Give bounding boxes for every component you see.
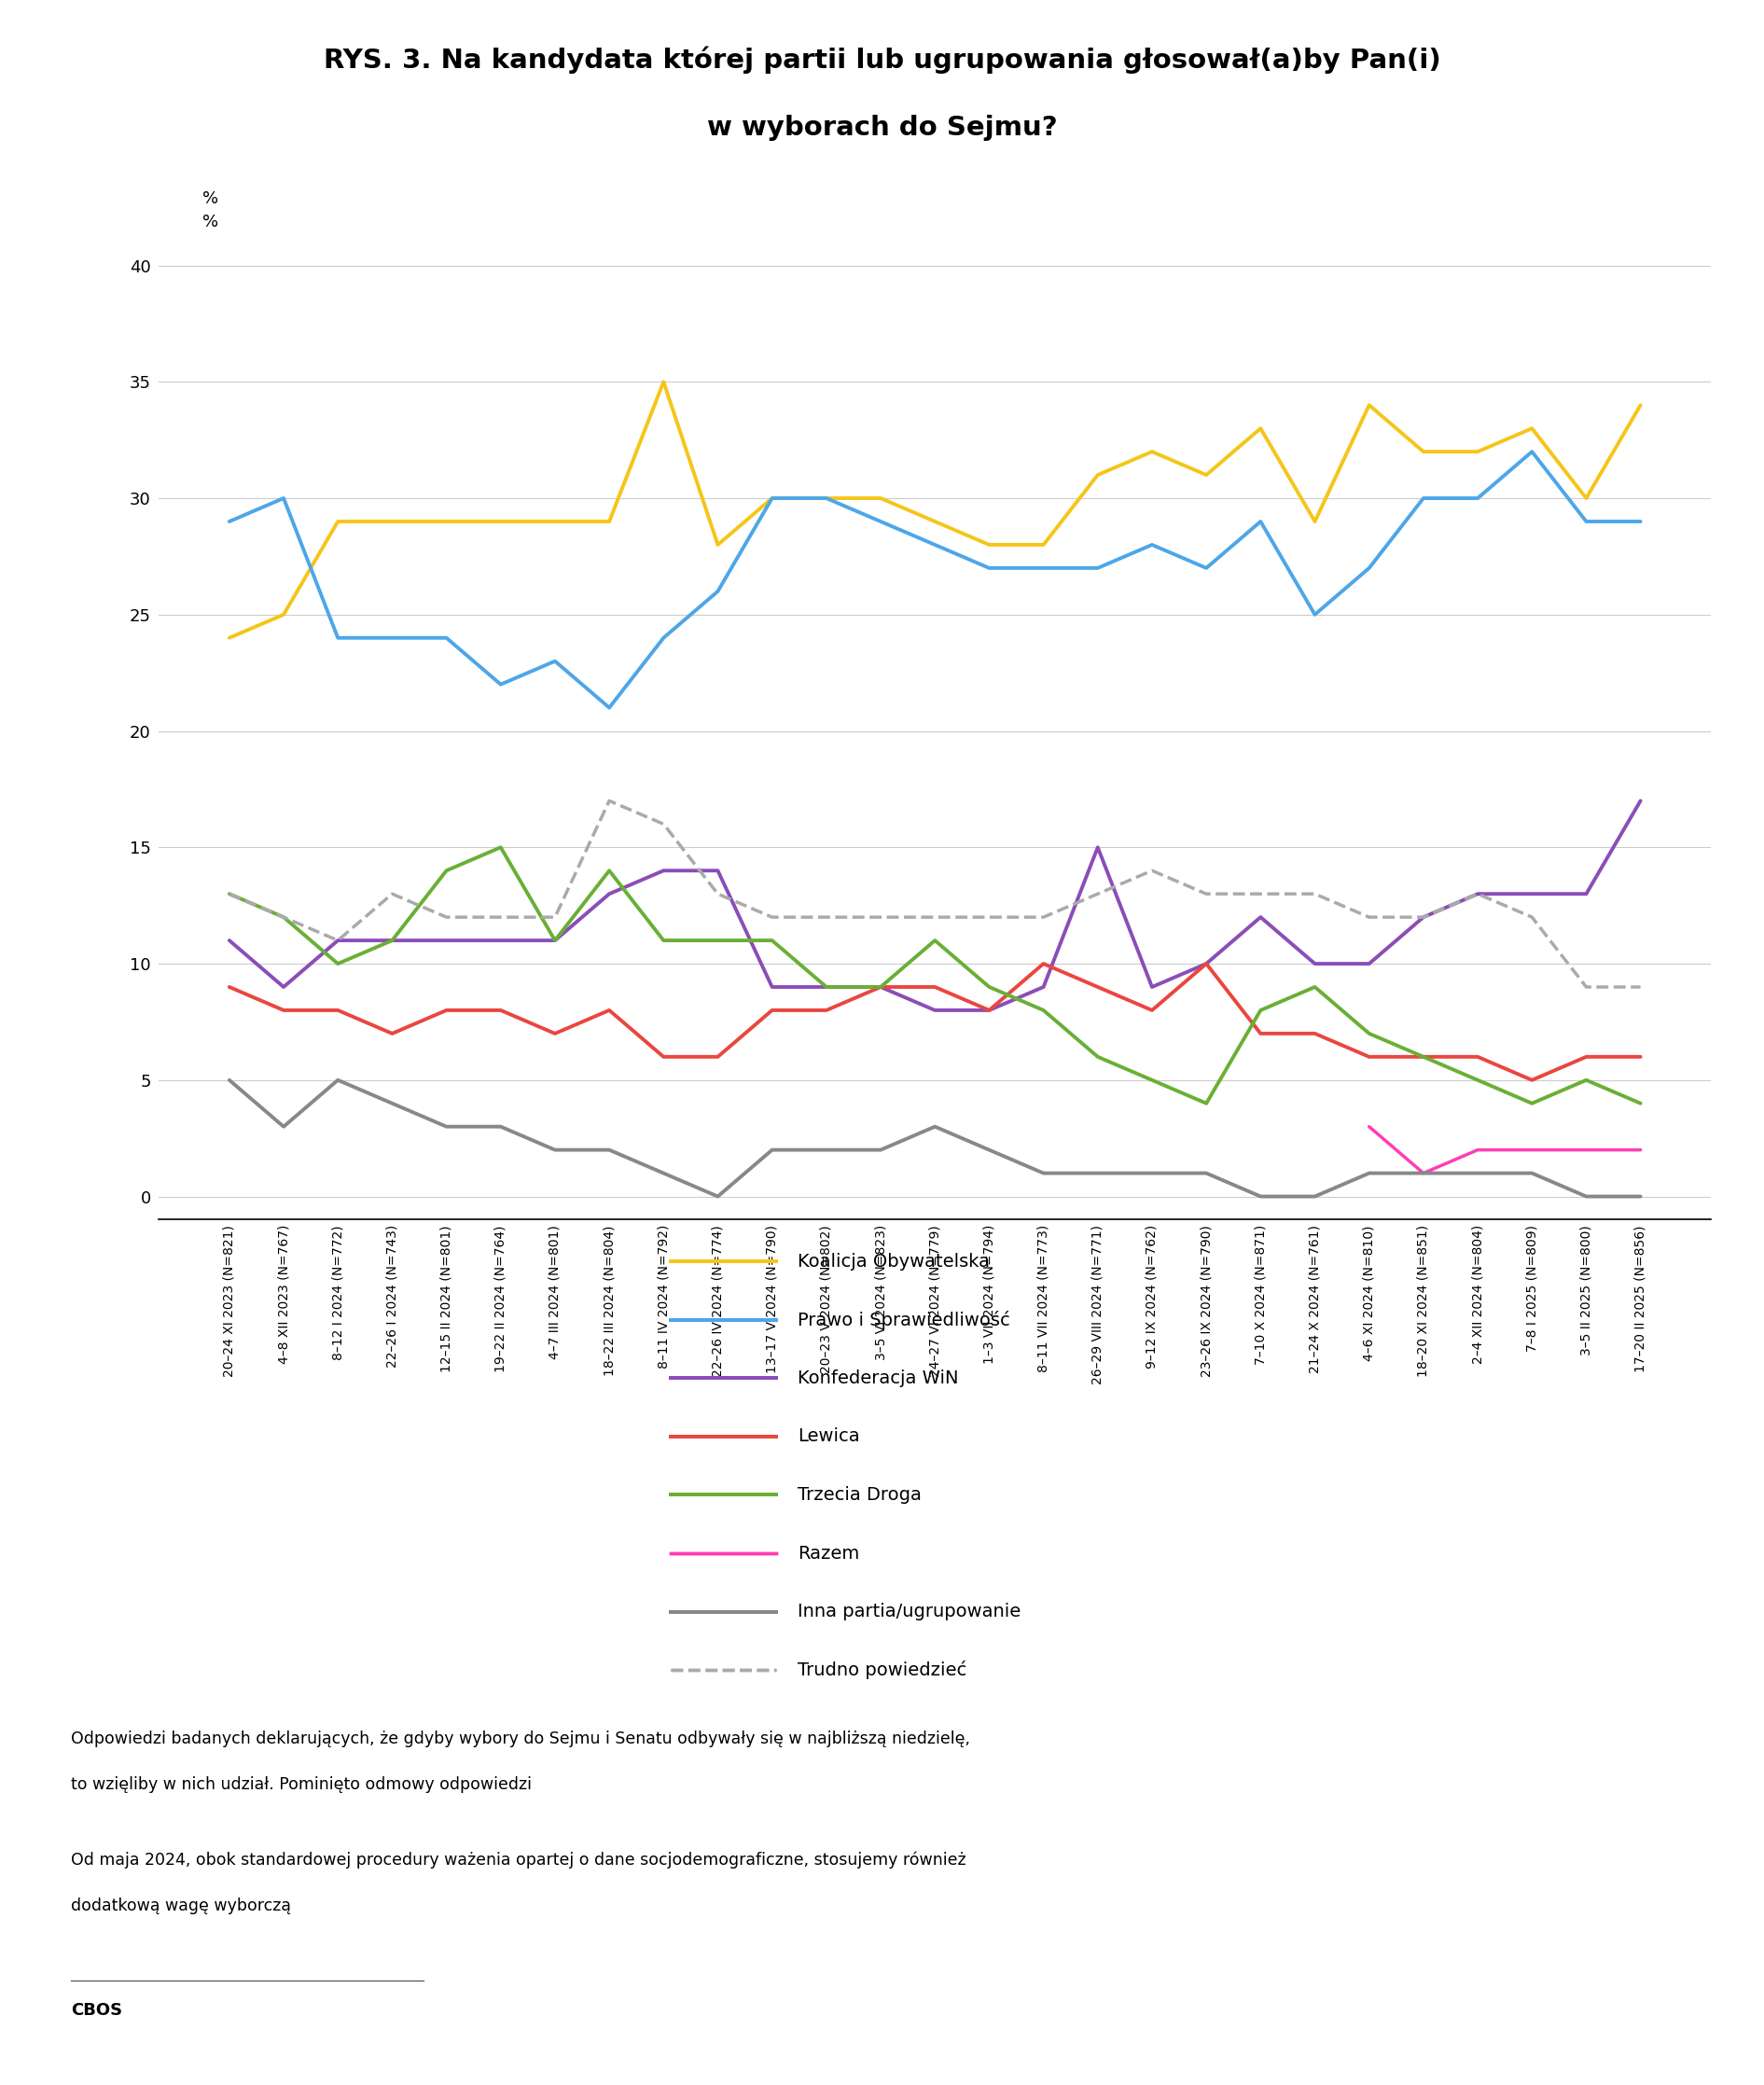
- Text: Lewica: Lewica: [797, 1428, 859, 1445]
- Text: Razem: Razem: [797, 1545, 859, 1562]
- Text: w wyborach do Sejmu?: w wyborach do Sejmu?: [707, 115, 1057, 142]
- Text: Konfederacja WiN: Konfederacja WiN: [797, 1370, 958, 1387]
- Text: Inna partia/ugrupowanie: Inna partia/ugrupowanie: [797, 1603, 1021, 1620]
- Text: to wzięliby w nich udział. Pominięto odmowy odpowiedzi: to wzięliby w nich udział. Pominięto odm…: [71, 1776, 531, 1793]
- Text: %: %: [203, 215, 219, 231]
- Text: %: %: [203, 190, 219, 206]
- Text: Trudno powiedzieć: Trudno powiedzieć: [797, 1662, 967, 1678]
- Text: Koalicja Obywatelska: Koalicja Obywatelska: [797, 1253, 990, 1270]
- Text: dodatkową wagę wyborczą: dodatkową wagę wyborczą: [71, 1897, 291, 1914]
- Text: RYS. 3. Na kandydata której partii lub ugrupowania głosował(a)by Pan(i): RYS. 3. Na kandydata której partii lub u…: [323, 46, 1441, 73]
- Text: Prawo i Sprawiedliwość: Prawo i Sprawiedliwość: [797, 1311, 1009, 1328]
- Text: Od maja 2024, obok standardowej procedury ważenia opartej o dane socjodemografic: Od maja 2024, obok standardowej procedur…: [71, 1851, 965, 1868]
- Text: Trzecia Droga: Trzecia Droga: [797, 1487, 921, 1503]
- Text: CBOS: CBOS: [71, 2002, 122, 2018]
- Text: Odpowiedzi badanych deklarujących, że gdyby wybory do Sejmu i Senatu odbywały si: Odpowiedzi badanych deklarujących, że gd…: [71, 1731, 970, 1747]
